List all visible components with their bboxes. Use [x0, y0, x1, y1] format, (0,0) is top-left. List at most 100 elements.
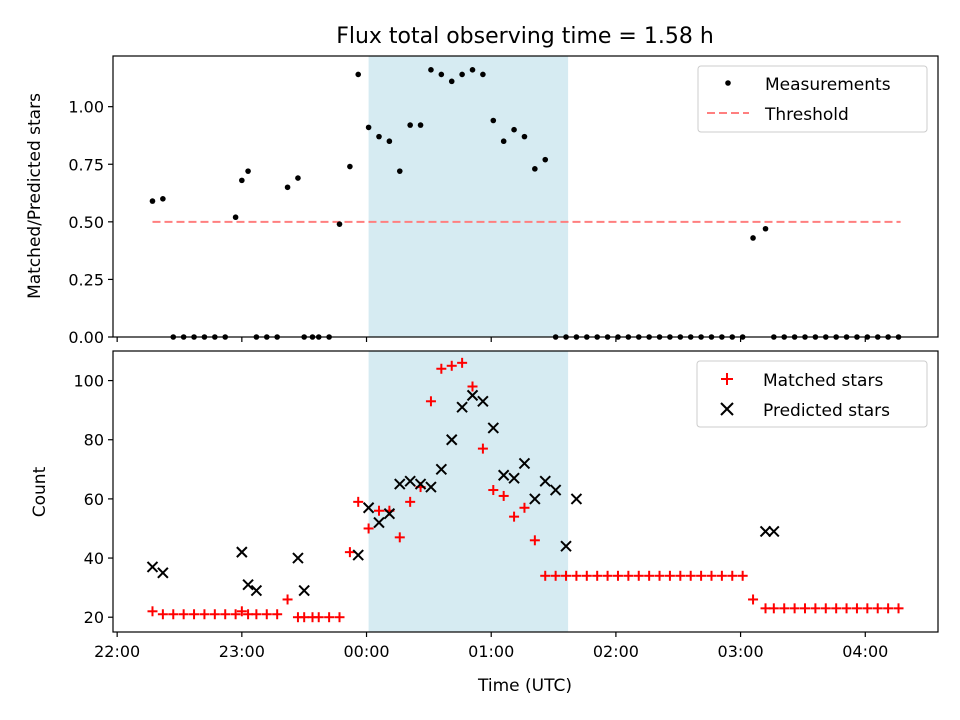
matched-star-point [272, 609, 283, 620]
matched-star-point [696, 570, 707, 581]
x-tick-label: 03:00 [718, 642, 764, 661]
matched-star-point [373, 505, 384, 516]
matched-star-point [768, 603, 779, 614]
measurement-point [469, 67, 476, 73]
x-stroke-b [456, 401, 468, 413]
matched-star-point [251, 609, 262, 620]
y-tick-label: 60 [84, 490, 104, 509]
predicted-star-point [477, 395, 489, 407]
x-stroke-b [373, 516, 385, 529]
predicted-star-point [487, 422, 499, 434]
matched-star-point [261, 609, 272, 620]
predicted-star-point [292, 552, 304, 564]
x-stroke-b [146, 561, 159, 573]
matched-star-point [581, 570, 592, 581]
measurement-point [459, 71, 465, 78]
matched-star-point [727, 570, 738, 581]
top-y-axis-label: Matched/Predicted stars [25, 93, 45, 299]
x-stroke-b [298, 584, 310, 597]
measurement-point [160, 196, 166, 202]
measurement-point [762, 225, 769, 232]
matched-star-point [394, 532, 405, 543]
measurement-point [750, 235, 756, 241]
x-stroke-b [518, 457, 531, 470]
x-stroke-b [435, 463, 448, 476]
x-tick-label: 00:00 [343, 642, 389, 661]
matched-star-point [851, 603, 862, 614]
x-stroke-b [394, 478, 406, 490]
predicted-star-point [362, 502, 375, 514]
measurement-point [521, 133, 528, 140]
x-stroke-b [529, 493, 541, 505]
predicted-star-point [373, 516, 385, 529]
x-stroke-b [362, 502, 375, 514]
matched-star-point [519, 502, 530, 513]
y-tick-label: 40 [84, 549, 104, 568]
matched-star-point [457, 357, 468, 368]
measurement-point [149, 198, 156, 204]
x-stroke-b [383, 507, 396, 520]
measurement-point [355, 71, 362, 78]
matched-star-point [467, 381, 478, 392]
x-stroke-b [477, 395, 489, 407]
x-stroke-b [560, 540, 572, 552]
predicted-star-point [508, 472, 520, 484]
top-x-ticks [116, 337, 866, 342]
x-stroke-b [508, 472, 520, 484]
measurement-point [239, 177, 245, 184]
matched-star-point [498, 490, 509, 501]
predicted-star-point [414, 478, 427, 490]
x-stroke-b [425, 481, 437, 493]
matched-star-point [189, 609, 200, 620]
matched-star-point [716, 570, 727, 581]
measurement-point [511, 126, 517, 133]
matched-star-point [644, 570, 655, 581]
top-legend: Measurements Threshold [697, 65, 928, 133]
predicted-star-point [518, 457, 531, 470]
matched-star-point [841, 603, 852, 614]
predicted-star-point [298, 584, 310, 597]
matched-star-point [220, 609, 231, 620]
matched-star-point [737, 570, 748, 581]
chart-title: Flux total observing time = 1.58 h [336, 24, 714, 49]
legend-predicted-label: Predicted stars [763, 401, 890, 421]
predicted-star-point [466, 389, 479, 402]
matched-star-point [571, 570, 582, 581]
x-tick-label: 02:00 [593, 642, 639, 661]
matched-star-point [748, 594, 759, 605]
matched-star-point [810, 603, 821, 614]
predicted-star-point [157, 567, 169, 579]
x-stroke-b [466, 389, 479, 402]
matched-star-point [550, 570, 561, 581]
matched-star-point [592, 570, 603, 581]
matched-star-point [540, 570, 551, 581]
matched-star-point [706, 570, 717, 581]
measurement-point [336, 221, 343, 227]
matched-star-point [282, 594, 293, 605]
matched-star-point [477, 443, 488, 454]
bottom-panel: 20 40 60 80 100 22:00 23:00 00:00 01:00 02:00 03:… [30, 350, 939, 696]
predicted-star-point [570, 493, 583, 505]
matched-star-point [789, 603, 800, 614]
x-stroke-b [250, 584, 263, 597]
bottom-x-axis: 22:00 23:00 00:00 01:00 02:00 03:00 04:00 [94, 632, 888, 661]
matched-star-point [168, 609, 179, 620]
measurement-point [417, 122, 424, 128]
predicted-star-point [146, 561, 159, 573]
observing-window-shade [368, 56, 569, 337]
measurement-point [347, 163, 353, 170]
matched-star-point [561, 570, 572, 581]
predicted-star-point [529, 493, 541, 505]
matched-star-point [820, 603, 831, 614]
measurement-point [542, 156, 549, 163]
predicted-star-point [250, 584, 263, 597]
matched-star-point [664, 570, 675, 581]
predicted-star-point [446, 434, 458, 446]
bottom-y-axis-label: Count [30, 466, 50, 517]
matched-star-point [209, 609, 220, 620]
predicted-star-point [242, 578, 254, 591]
predicted-star-point [435, 463, 448, 476]
matched-star-point [685, 570, 696, 581]
x-tick-label: 04:00 [842, 642, 888, 661]
x-stroke-b [236, 546, 248, 558]
